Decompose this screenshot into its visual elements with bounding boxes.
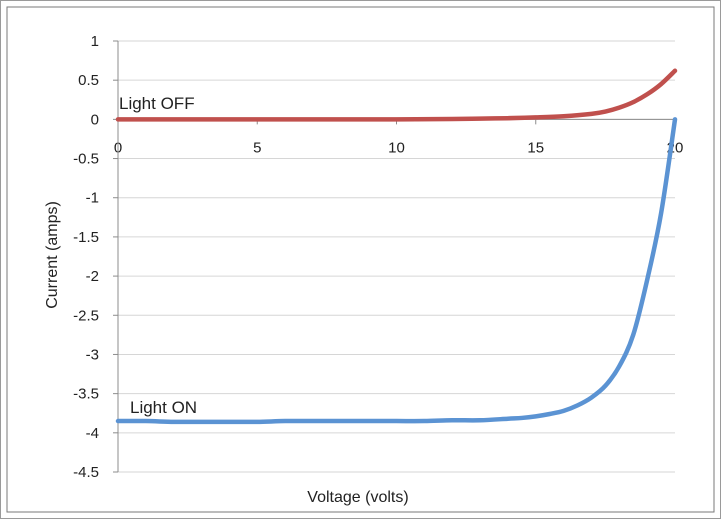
y-tick-label: 1	[91, 33, 99, 50]
y-tick-label: -4	[86, 425, 99, 442]
x-axis-title: Voltage (volts)	[307, 489, 408, 506]
y-tick-labels: 1 0.5 0 -0.5 -1 -1.5 -2 -2.5 -3 -3.5 -4 -4.5	[73, 33, 99, 481]
y-tick-label: -3.5	[73, 386, 99, 403]
y-tick-label: 0	[91, 111, 99, 128]
x-tick-label: 10	[388, 139, 405, 156]
series-line-light-off	[115, 68, 678, 122]
y-tick-label: -0.5	[73, 151, 99, 168]
y-axis-title: Current (amps)	[44, 201, 61, 309]
series-line-light-on	[115, 117, 678, 425]
y-tick-label: -4.5	[73, 464, 99, 481]
y-tick-label: -1	[86, 190, 99, 207]
gridlines	[113, 40, 675, 473]
plot-area-frame	[6, 6, 715, 513]
y-tick-label: -2.5	[73, 307, 99, 324]
series-label-light-on: Light ON	[130, 398, 197, 417]
y-tick-label: -2	[86, 268, 99, 285]
series-label-light-off: Light OFF	[119, 94, 195, 113]
y-tick-label: -1.5	[73, 229, 99, 246]
x-tick-label: 15	[527, 139, 544, 156]
series-lines	[115, 68, 678, 425]
y-tick-label: -3	[86, 346, 99, 363]
x-tick-label: 5	[253, 139, 261, 156]
y-tick-label: 0.5	[78, 72, 99, 89]
